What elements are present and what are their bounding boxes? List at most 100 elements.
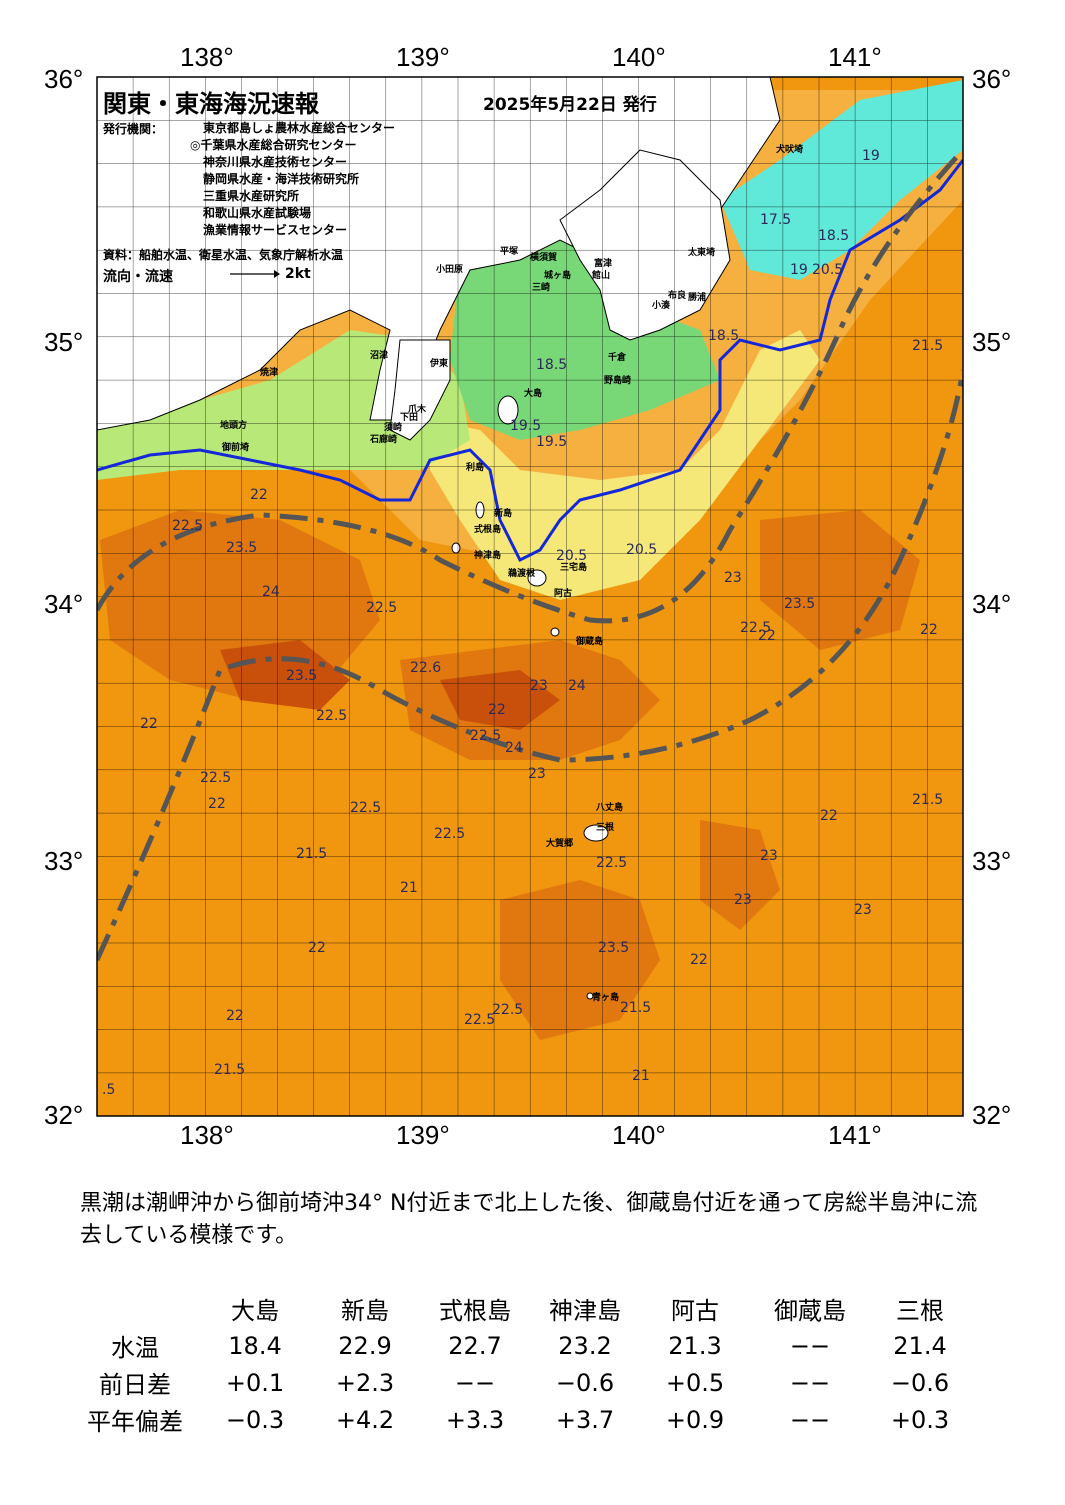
place-label: 三宅島: [560, 563, 588, 573]
map-frame: [96, 76, 964, 1117]
place-label: 野島崎: [604, 376, 632, 386]
contour-label: 19: [862, 148, 880, 164]
place-label: 神津島: [474, 551, 502, 561]
contour-label: 21.5: [912, 338, 944, 354]
table-cell: 22.7: [448, 1331, 502, 1360]
map-title: 関東・東海海況速報: [103, 90, 319, 118]
lat-tick-35-left: 35°: [44, 327, 84, 357]
current-legend-unit: 2kt: [285, 266, 311, 282]
place-label: 三崎: [532, 283, 551, 293]
place-label: 館山: [592, 271, 611, 281]
place-label: 千倉: [608, 353, 627, 363]
contour-label: 22: [488, 702, 506, 718]
contour-label: 22.5: [350, 800, 382, 816]
col-header: 式根島: [439, 1297, 511, 1325]
contour-label: 19.5: [536, 434, 568, 450]
contour-label: 23: [760, 848, 778, 864]
place-label: 太東埼: [688, 248, 716, 258]
warm-core-west-dark: [220, 640, 350, 710]
place-label: 八丈島: [596, 803, 624, 813]
lon-tick-140-bottom: 140°: [612, 1120, 666, 1150]
lat-tick-34-right: 34°: [972, 589, 1012, 619]
col-header: 大島: [231, 1297, 279, 1325]
table-row: 水温 18.4 22.9 22.7 23.2 21.3 −− 21.4: [70, 1327, 970, 1364]
data-sources: 資料：船舶水温、衛星水温、気象庁解析水温: [103, 248, 344, 262]
contour-label: 22: [226, 1008, 244, 1024]
col-header: 阿古: [671, 1297, 719, 1325]
lon-tick-138-top: 138°: [180, 42, 234, 72]
place-label: 式根島: [474, 525, 502, 535]
lon-tick-139-top: 139°: [396, 42, 450, 72]
place-label: 犬吠埼: [776, 145, 804, 155]
organization-name: 漁業情報サービスセンター: [203, 223, 348, 237]
contour-label: 22: [250, 487, 268, 503]
place-label: 三根: [596, 823, 615, 833]
cyan-zone: [720, 80, 963, 280]
contour-label: 20.5: [556, 548, 588, 564]
organization-name: 神奈川県水産技術センター: [203, 155, 348, 169]
contour-label: 20.5: [812, 262, 844, 278]
table-cell: −−: [789, 1331, 831, 1360]
table-cell: +3.7: [555, 1405, 615, 1434]
sea-temperature-map: [96, 76, 964, 1117]
table-corner: [70, 1290, 200, 1327]
place-label: 横須賀: [530, 253, 558, 263]
table-cell: +0.9: [665, 1405, 725, 1434]
contour-label: 22: [308, 940, 326, 956]
place-label: 伊東: [430, 359, 449, 369]
contour-label: 23: [734, 892, 752, 908]
island-oshima: [497, 395, 519, 425]
table-cell: −−: [454, 1368, 496, 1397]
contour-label: 21.5: [912, 792, 944, 808]
place-label: 鵜渡根: [508, 569, 536, 579]
lat-tick-32-left: 32°: [44, 1100, 84, 1130]
place-label: 平塚: [500, 247, 519, 257]
current-arrow-icon: [230, 270, 280, 278]
row-label: 水温: [111, 1334, 159, 1362]
table-cell: 21.4: [893, 1331, 947, 1360]
contour-label: 22.5: [492, 1002, 524, 1018]
green-zone-bay: [450, 230, 720, 440]
publisher-label: 発行機関：: [103, 122, 164, 136]
contour-label: 23: [854, 902, 872, 918]
contour-label: 20.5: [626, 542, 658, 558]
issue-date: 2025年5月22日 発行: [483, 95, 657, 115]
contour-label: 23.5: [226, 540, 258, 556]
row-label: 平年偏差: [87, 1408, 183, 1436]
place-label: 富津: [594, 259, 613, 269]
contour-label: 22.5: [172, 518, 204, 534]
summary-text: 黒潮は潮岬沖から御前埼沖34° N付近まで北上した後、御蔵島付近を通って房総半島…: [80, 1191, 978, 1248]
contour-label: 19.5: [510, 418, 542, 434]
table-cell: 22.9: [338, 1331, 392, 1360]
kuroshio-axis-southern: [97, 369, 963, 962]
contour-label: 22.5: [200, 770, 232, 786]
place-label: 沼津: [370, 351, 389, 361]
lat-tick-33-right: 33°: [972, 846, 1012, 876]
kuroshio-axis-main: [97, 148, 963, 624]
organization-name: ◎千葉県水産総合研究センター: [190, 138, 357, 152]
organization-name: 三重県水産研究所: [203, 189, 300, 203]
table-cell: −0.3: [225, 1405, 285, 1434]
contour-label: 22: [690, 952, 708, 968]
table-cell: +4.2: [335, 1405, 395, 1434]
contour-label: 21: [632, 1068, 650, 1084]
warm-core-southeast: [700, 820, 780, 930]
table-cell: 21.3: [668, 1331, 722, 1360]
table-cell: +0.1: [225, 1368, 285, 1397]
organization-name: 東京都島しょ農林水産総合センター: [203, 121, 396, 135]
place-label: 地頭方: [220, 421, 248, 431]
warm-core-east: [760, 510, 920, 650]
organization-name: 静岡県水産・海洋技術研究所: [203, 172, 360, 186]
contour-label: 22.5: [316, 708, 348, 724]
contour-label: 22.5: [434, 826, 466, 842]
contour-label: 23.5: [784, 596, 816, 612]
island-hachijo: [583, 824, 609, 842]
contour-label: 22: [820, 808, 838, 824]
contour-label: 18.5: [708, 328, 740, 344]
yellow-zone: [430, 330, 820, 600]
place-label: 大賀郷: [546, 839, 574, 849]
lat-tick-32-right: 32°: [972, 1100, 1012, 1130]
current-legend-label: 流向・流速: [103, 269, 173, 285]
place-label: 青ヶ島: [592, 993, 620, 1003]
place-label: 焼津: [260, 368, 279, 378]
